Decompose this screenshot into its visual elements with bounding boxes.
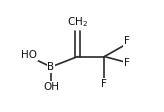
Text: HO: HO — [21, 50, 37, 60]
Text: B: B — [47, 62, 55, 72]
Text: F: F — [102, 79, 107, 89]
Text: OH: OH — [43, 82, 59, 92]
Text: F: F — [124, 36, 130, 46]
Text: F: F — [124, 58, 130, 68]
Text: $\mathdefault{CH_2}$: $\mathdefault{CH_2}$ — [67, 15, 88, 29]
